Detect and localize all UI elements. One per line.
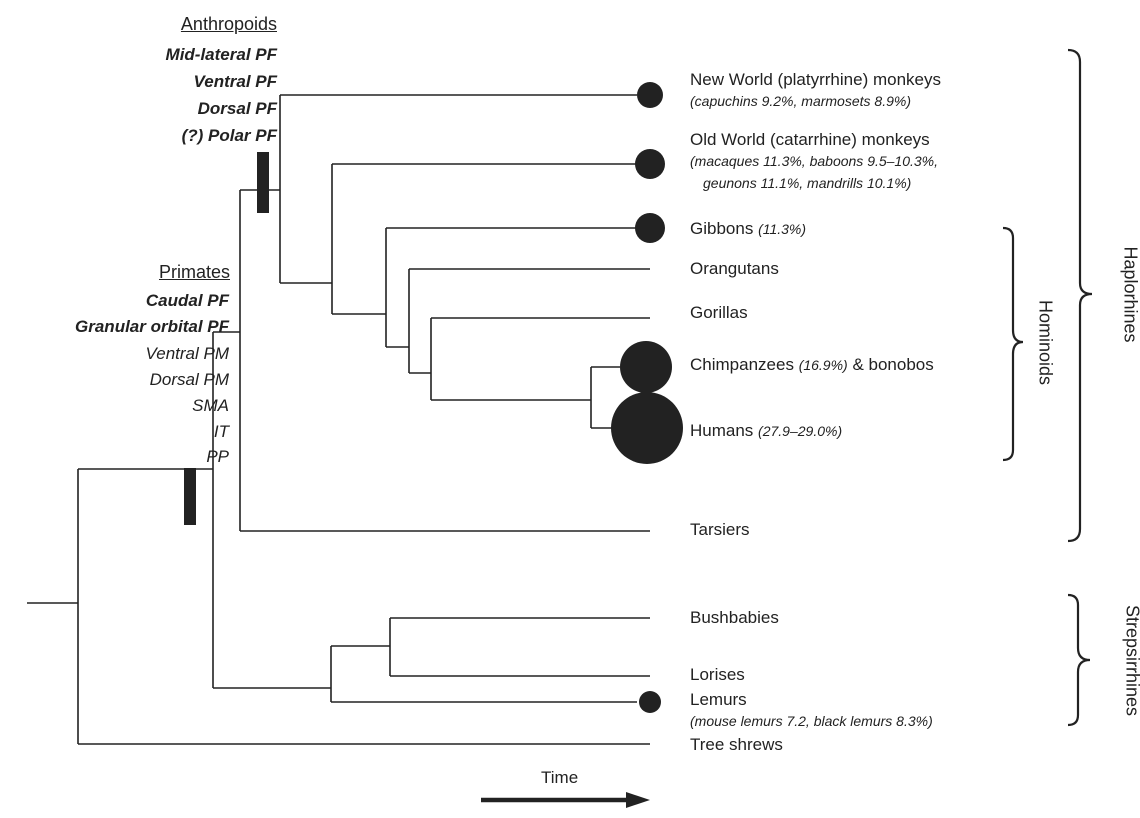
primates-region: PP: [206, 447, 229, 466]
taxon-note: (27.9–29.0%): [758, 423, 843, 439]
anthropoids-region: Mid-lateral PF: [165, 45, 277, 64]
size-circles: [611, 82, 683, 713]
primates-region: Ventral PM: [145, 344, 229, 363]
taxon-note: (16.9%): [798, 357, 848, 373]
anthropoids-region: Ventral PF: [193, 72, 277, 91]
taxon-label-bushbabies: Bushbabies: [690, 608, 779, 627]
primates-region: IT: [213, 422, 229, 441]
taxon-note-old-world: (macaques 11.3%, baboons 9.5–10.3%,: [690, 153, 939, 169]
taxon-label-humans: Humans (27.9–29.0%): [690, 421, 842, 441]
strepsirrhines-bracket: [1067, 593, 1091, 727]
group-label-hominoids: Hominoids: [1035, 299, 1056, 386]
anthropoids-region: Dorsal PF: [197, 99, 277, 118]
time-arrow-head: [626, 792, 650, 808]
chimpanzees-circle: [620, 341, 672, 393]
taxon-label-chimpanzees: Chimpanzees (16.9%) & bonobos: [690, 355, 934, 375]
group-label-strepsirrhines: Strepsirrhines: [1122, 604, 1140, 717]
new-world-circle: [637, 82, 663, 108]
haplorhines-bracket: [1067, 48, 1093, 543]
group-brackets: [1002, 48, 1093, 727]
gibbons-circle: [635, 213, 665, 243]
primates-region: SMA: [192, 396, 229, 415]
taxon-label-lorises: Lorises: [690, 665, 745, 684]
taxon-label-gibbons: Gibbons (11.3%): [690, 219, 806, 239]
time-label: Time: [541, 768, 579, 787]
old-world-circle: [635, 149, 665, 179]
taxon-label-orangutans: Orangutans: [690, 259, 779, 278]
anthropoids-region: (?) Polar PF: [181, 126, 277, 145]
taxon-label-tree-shrews: Tree shrews: [690, 735, 783, 754]
taxon-name: Humans: [690, 421, 754, 440]
group-label-haplorhines: Haplorhines: [1120, 246, 1140, 343]
primates-region: Caudal PF: [145, 291, 229, 310]
primates-title: Primates: [158, 262, 230, 282]
taxon-note-lemurs: (mouse lemurs 7.2, black lemurs 8.3%): [690, 713, 933, 729]
primates-marker: [184, 468, 196, 525]
hominoids-bracket: [1002, 226, 1024, 462]
primates-region: Dorsal PM: [149, 370, 229, 389]
taxon-label-new-world: New World (platyrrhine) monkeys: [690, 70, 941, 89]
taxon-note-old-world: geunons 11.1%, mandrills 10.1%): [703, 175, 912, 191]
taxon-label-gorillas: Gorillas: [690, 303, 748, 322]
taxon-note: (11.3%): [758, 221, 807, 237]
lemurs-circle: [639, 691, 661, 713]
anthropoids-marker: [257, 152, 269, 213]
primates-region: Granular orbital PF: [75, 317, 229, 336]
taxon-label-lemurs: Lemurs: [690, 690, 747, 709]
taxon-note-new-world: (capuchins 9.2%, marmosets 8.9%): [690, 93, 911, 109]
taxon-suffix: & bonobos: [852, 355, 934, 374]
taxon-label-tarsiers: Tarsiers: [690, 520, 750, 539]
humans-circle: [611, 392, 683, 464]
anthropoids-title: Anthropoids: [180, 14, 277, 34]
tree-branches: [27, 94, 650, 745]
taxon-name: Chimpanzees: [690, 355, 794, 374]
taxon-label-old-world: Old World (catarrhine) monkeys: [690, 130, 930, 149]
taxon-name: Gibbons: [690, 219, 754, 238]
